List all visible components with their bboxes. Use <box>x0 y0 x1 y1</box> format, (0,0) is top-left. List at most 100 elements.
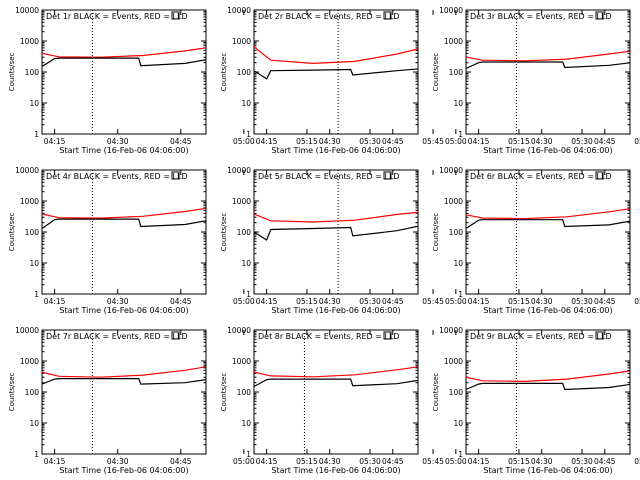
y-axis-label: Counts/sec <box>432 53 440 92</box>
x-tick-label: 04:15 <box>468 137 490 146</box>
x-tick-label: 04:15 <box>468 457 490 466</box>
y-tick-label: 10000 <box>227 326 251 335</box>
y-tick-label: 1 <box>34 450 39 459</box>
x-tick-label: 05:00 <box>233 297 255 306</box>
plot-frame <box>41 9 207 135</box>
series-line-lld <box>466 370 630 383</box>
x-tick-label: 04:30 <box>107 137 129 146</box>
plot-frame <box>253 329 419 455</box>
x-tick-label: 04:30 <box>319 297 341 306</box>
x-axis-label: Start Time (16-Feb-06 04:06:00) <box>271 466 400 475</box>
y-tick-label: 10 <box>29 259 39 268</box>
y-tick-label: 10000 <box>15 326 39 335</box>
chart-title: Det 4r BLACK = Events, RED = LLD <box>46 172 188 181</box>
y-tick-label: 1000 <box>20 37 39 46</box>
panel-3: Det 3r BLACK = Events, RED = LLD 1 10 100 10… <box>432 6 631 155</box>
plot-frame <box>41 169 207 295</box>
y-tick-label: 10000 <box>227 166 251 175</box>
x-tick-label: 05:15 <box>296 297 318 306</box>
legend-box <box>383 171 392 180</box>
y-tick-label: 1000 <box>232 357 251 366</box>
series-line-events <box>254 68 418 80</box>
x-tick-label: 04:15 <box>256 297 278 306</box>
x-tick-label: 04:30 <box>531 137 553 146</box>
x-tick-label: 05:45 <box>422 297 444 306</box>
chart-title: Det 1r BLACK = Events, RED = LLD <box>46 12 188 21</box>
plot-frame <box>465 169 631 295</box>
y-tick-label: 100 <box>25 388 40 397</box>
y-tick-label: 1000 <box>444 37 463 46</box>
y-axis-label: Counts/sec <box>8 213 16 252</box>
x-tick-label: 05:30 <box>359 137 381 146</box>
y-tick-label: 1 <box>458 450 463 459</box>
panel-8: Det 8r BLACK = Events, RED = LLD 1 10 100 10… <box>220 326 640 475</box>
y-tick-label: 100 <box>449 228 464 237</box>
x-axis-label: Start Time (16-Feb-06 04:06:00) <box>59 466 188 475</box>
x-tick-label: 05:45 <box>634 137 640 146</box>
plot-frame <box>253 169 419 295</box>
y-tick-label: 100 <box>449 388 464 397</box>
x-tick-label: 05:30 <box>571 137 593 146</box>
x-axis-label: Start Time (16-Feb-06 04:06:00) <box>271 146 400 155</box>
chart-title: Det 7r BLACK = Events, RED = LLD <box>46 332 188 341</box>
x-tick-label: 05:45 <box>634 297 640 306</box>
y-axis-label: Counts/sec <box>432 213 440 252</box>
x-tick-label: 04:15 <box>468 297 490 306</box>
x-tick-label: 05:15 <box>508 297 530 306</box>
x-axis-label: Start Time (16-Feb-06 04:06:00) <box>59 146 188 155</box>
chart-title: Det 8r BLACK = Events, RED = LLD <box>258 332 400 341</box>
y-tick-label: 1 <box>34 290 39 299</box>
y-tick-label: 10 <box>241 259 251 268</box>
x-tick-label: 04:45 <box>594 137 616 146</box>
x-tick-label: 05:30 <box>571 457 593 466</box>
x-tick-label: 05:45 <box>422 137 444 146</box>
y-tick-label: 100 <box>25 228 40 237</box>
series-line-lld <box>254 211 418 223</box>
x-axis-label: Start Time (16-Feb-06 04:06:00) <box>483 306 612 315</box>
x-tick-label: 05:30 <box>359 457 381 466</box>
series-line-lld <box>42 207 206 219</box>
y-tick-label: 10 <box>241 99 251 108</box>
x-tick-label: 04:45 <box>170 457 192 466</box>
x-tick-label: 04:15 <box>44 137 66 146</box>
x-tick-label: 05:00 <box>233 137 255 146</box>
x-tick-label: 05:15 <box>508 457 530 466</box>
panel-7: Det 7r BLACK = Events, RED = LLD 1 10 100 10… <box>8 326 444 475</box>
series-line-events <box>42 57 206 68</box>
x-tick-label: 05:45 <box>422 457 444 466</box>
y-axis-label: Counts/sec <box>220 373 228 412</box>
x-tick-label: 04:45 <box>382 297 404 306</box>
legend-box <box>171 11 180 20</box>
series-line-lld <box>466 208 630 220</box>
x-tick-label: 04:15 <box>44 457 66 466</box>
chart-title: Det 9r BLACK = Events, RED = LLD <box>470 332 612 341</box>
x-axis-label: Start Time (16-Feb-06 04:06:00) <box>483 146 612 155</box>
x-tick-label: 04:45 <box>594 297 616 306</box>
panel-1: Det 1r BLACK = Events, RED = LLD 1 10 100 10… <box>8 6 444 155</box>
x-tick-label: 05:15 <box>296 457 318 466</box>
legend-box <box>595 171 604 180</box>
y-tick-label: 100 <box>237 388 252 397</box>
chart-title: Det 3r BLACK = Events, RED = LLD <box>470 12 612 21</box>
y-tick-label: 10 <box>241 419 251 428</box>
y-tick-label: 100 <box>237 68 252 77</box>
y-tick-label: 10 <box>453 259 463 268</box>
x-tick-label: 04:45 <box>382 457 404 466</box>
panel-2: Det 2r BLACK = Events, RED = LLD11010010… <box>220 6 640 155</box>
y-tick-label: 10000 <box>15 166 39 175</box>
y-tick-label: 1 <box>34 130 39 139</box>
series-line-events <box>254 378 418 388</box>
x-tick-label: 04:30 <box>319 457 341 466</box>
x-tick-label: 05:00 <box>445 297 467 306</box>
plot-frame <box>465 9 631 135</box>
y-tick-label: 1000 <box>20 197 39 206</box>
x-tick-label: 05:15 <box>296 137 318 146</box>
x-tick-label: 05:00 <box>445 457 467 466</box>
y-tick-label: 100 <box>25 68 40 77</box>
y-tick-label: 10000 <box>227 6 251 15</box>
series-line-events <box>42 218 206 229</box>
x-tick-label: 05:15 <box>508 137 530 146</box>
y-tick-label: 1000 <box>444 357 463 366</box>
series-line-events <box>254 225 418 241</box>
